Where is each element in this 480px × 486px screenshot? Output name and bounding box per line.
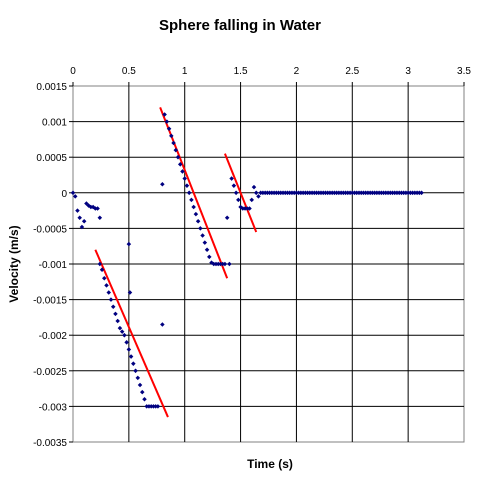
y-tick-label: 0.0005 (36, 153, 67, 164)
y-tick-label: -0.0005 (33, 224, 67, 235)
x-tick-label: 3.5 (457, 66, 471, 77)
data-point (131, 361, 136, 366)
data-point (140, 389, 145, 395)
x-tick-label: 0.5 (122, 66, 136, 77)
y-tick-labels: 0.0015 0.001 0.0005 0 -0.0005 -0.001 -0.0015 -0… (33, 82, 67, 449)
fit-line (224, 153, 258, 233)
data-point (113, 311, 118, 317)
x-tick-labels: 0 0.5 1 1.5 2 2.5 3 3.5 (70, 66, 471, 77)
data-point (160, 322, 165, 327)
x-tick-label: 2.5 (345, 66, 359, 77)
data-point (126, 347, 132, 352)
data-point (102, 275, 107, 281)
fit-line (94, 249, 169, 418)
x-tick-label: 1.5 (234, 66, 248, 77)
data-point (142, 397, 147, 402)
data-point (222, 261, 228, 267)
y-tick-label: -0.002 (39, 331, 68, 342)
y-tick-label: -0.001 (39, 260, 68, 271)
y-tick-label: -0.0015 (33, 296, 67, 307)
data-point (164, 119, 170, 124)
x-tick-label: 3 (405, 66, 411, 77)
data-point (155, 404, 161, 409)
y-tick-label: 0.0015 (36, 82, 67, 93)
data-point (81, 219, 87, 224)
data-point (77, 215, 82, 220)
chart-title: Sphere falling in Water (159, 17, 321, 34)
data-point (95, 206, 100, 211)
x-tick-label: 0 (70, 66, 76, 77)
data-point (75, 208, 80, 213)
x-tick-label: 2 (294, 66, 300, 77)
y-tick-label: -0.0025 (33, 367, 67, 378)
data-point (128, 354, 134, 359)
data-point (97, 261, 103, 267)
x-tick-label: 1 (182, 66, 188, 77)
data-point (166, 126, 172, 131)
data-point (79, 224, 85, 230)
y-tick-label: 0 (61, 189, 67, 200)
y-tick-label: -0.003 (39, 402, 68, 413)
data-point (207, 254, 212, 260)
x-axis-title: Time (s) (247, 457, 293, 471)
data-point (104, 283, 109, 288)
data-point (97, 215, 103, 220)
data-point (117, 325, 123, 331)
y-tick-label: 0.001 (42, 118, 67, 129)
y-tick-label: -0.0035 (33, 438, 67, 449)
data-point (127, 290, 133, 295)
data-point (70, 190, 76, 196)
y-axis-title: Velocity (m/s) (7, 225, 21, 302)
data-point (72, 194, 78, 199)
data-point (119, 329, 125, 334)
